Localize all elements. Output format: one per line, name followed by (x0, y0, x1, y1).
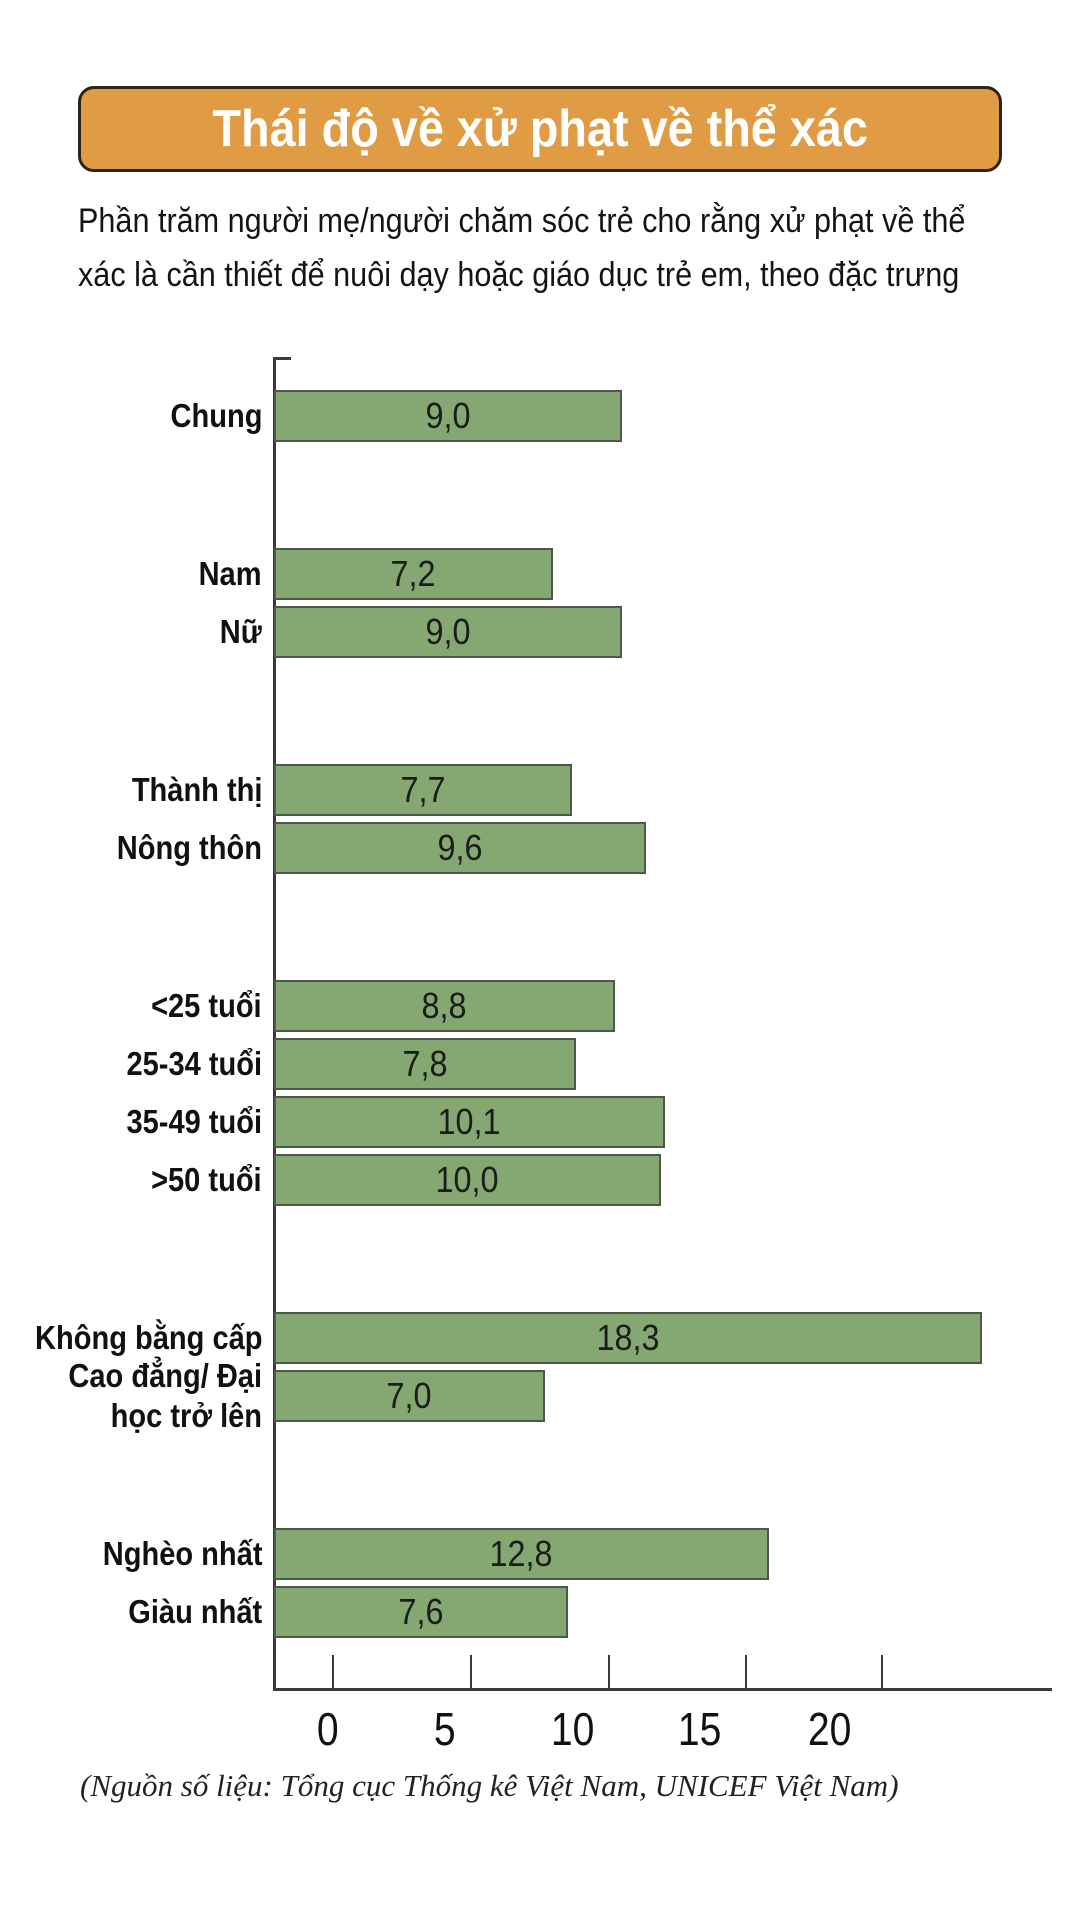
subtitle-line-1: Phần trăm người mẹ/người chăm sóc trẻ ch… (78, 202, 966, 240)
value-label: 9,6 (437, 827, 483, 868)
bar-row-8: 10,0 (274, 1154, 661, 1206)
category-label-5: <25 tuổi (151, 987, 262, 1024)
category-label-4: Nông thôn (116, 829, 262, 866)
value-label: 7,7 (400, 769, 446, 810)
bar-row-10: 7,0 (274, 1370, 545, 1422)
value-label: 7,2 (390, 553, 437, 594)
value-label: 7,8 (402, 1043, 448, 1084)
bar-row-3: 7,7 (274, 764, 572, 816)
chart-subtitle: Phần trăm người mẹ/người chăm sóc trẻ ch… (78, 194, 1038, 302)
value-label: 10,0 (435, 1159, 500, 1200)
x-axis-tick-15 (745, 1655, 747, 1688)
value-label: 7,0 (386, 1375, 433, 1416)
source-note: (Nguồn số liệu: Tổng cục Thống kê Việt N… (80, 1768, 899, 1803)
value-label: 9,0 (425, 611, 471, 652)
x-axis-line (273, 1688, 1052, 1691)
bar-row-1: 7,2 (274, 548, 553, 600)
x-axis-tick-label-20: 20 (808, 1703, 852, 1755)
category-label-9: Không bằng cấp (34, 1319, 262, 1356)
category-label-7: 35-49 tuổi (126, 1103, 262, 1140)
category-label-6: 25-34 tuổi (126, 1045, 262, 1082)
x-axis-tick-label-15: 15 (678, 1703, 722, 1755)
value-label: 7,6 (398, 1591, 444, 1632)
category-label-1: Nam (199, 555, 262, 592)
x-axis-tick-0 (332, 1655, 334, 1688)
value-label: 8,8 (421, 985, 468, 1026)
category-label-12: Giàu nhất (128, 1593, 262, 1630)
category-label-2: Nữ (219, 613, 262, 650)
category-label-11: Nghèo nhất (102, 1535, 262, 1572)
bar-row-11: 12,8 (274, 1528, 769, 1580)
category-label-0: Chung (170, 397, 262, 434)
bar-row-5: 8,8 (274, 980, 615, 1032)
x-axis-tick-label-0: 0 (317, 1703, 339, 1755)
subtitle-line-2: xác là cần thiết để nuôi dạy hoặc giáo d… (78, 256, 960, 294)
bar-row-9: 18,3 (274, 1312, 982, 1364)
x-axis-tick-label-10: 10 (551, 1703, 595, 1755)
bar-row-0: 9,0 (274, 390, 622, 442)
x-axis-tick-5 (470, 1655, 472, 1688)
bar-row-6: 7,8 (274, 1038, 576, 1090)
category-label-10: Cao đẳng/ Đại học trở lên (68, 1357, 262, 1434)
bar-row-7: 10,1 (274, 1096, 665, 1148)
bar-row-12: 7,6 (274, 1586, 568, 1638)
title-banner: Thái độ về xử phạt về thể xác (78, 86, 1002, 172)
value-label: 9,0 (425, 395, 471, 436)
x-axis-tick-20 (881, 1655, 883, 1688)
category-label-8: >50 tuổi (151, 1161, 262, 1198)
value-label: 18,3 (596, 1317, 660, 1358)
value-label: 10,1 (437, 1101, 502, 1142)
y-axis-top-stub (273, 357, 291, 360)
bar-row-2: 9,0 (274, 606, 622, 658)
x-axis-tick-10 (608, 1655, 610, 1688)
value-label: 12,8 (489, 1533, 554, 1574)
x-axis-tick-label-5: 5 (434, 1703, 456, 1755)
page-title: Thái độ về xử phạt về thể xác (212, 100, 868, 158)
bar-row-4: 9,6 (274, 822, 646, 874)
category-label-3: Thành thị (131, 771, 262, 808)
